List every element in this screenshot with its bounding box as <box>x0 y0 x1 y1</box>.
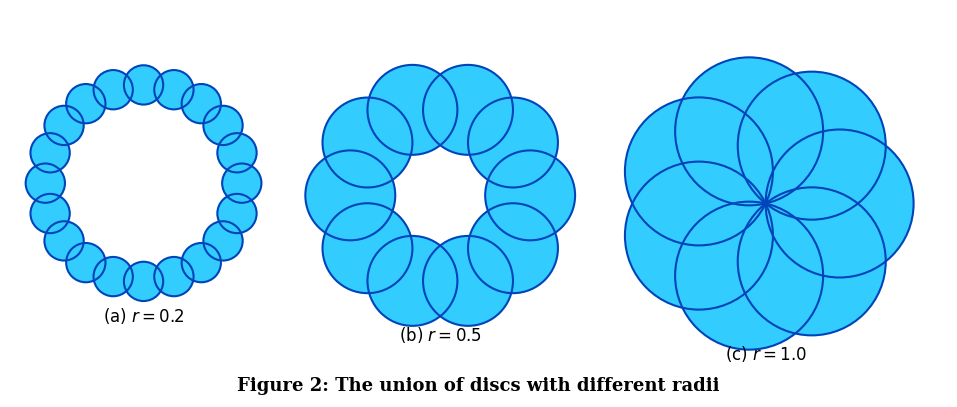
Text: (a) $r = 0.2$: (a) $r = 0.2$ <box>102 306 185 326</box>
Circle shape <box>204 221 243 260</box>
Circle shape <box>323 203 412 293</box>
Circle shape <box>204 106 243 145</box>
Circle shape <box>423 236 513 326</box>
Circle shape <box>31 194 70 233</box>
Circle shape <box>305 151 395 240</box>
Circle shape <box>738 187 886 335</box>
Circle shape <box>738 72 886 220</box>
Circle shape <box>217 133 256 173</box>
Text: (c) $r = 1.0$: (c) $r = 1.0$ <box>724 344 807 363</box>
Circle shape <box>44 221 83 260</box>
Circle shape <box>94 70 133 109</box>
Circle shape <box>66 243 105 282</box>
Circle shape <box>26 164 65 203</box>
Circle shape <box>222 164 261 203</box>
Circle shape <box>367 65 457 155</box>
Circle shape <box>31 133 70 173</box>
Circle shape <box>154 257 193 296</box>
Circle shape <box>625 97 773 245</box>
Circle shape <box>468 203 558 293</box>
Circle shape <box>423 65 513 155</box>
Circle shape <box>485 151 575 240</box>
Circle shape <box>66 84 105 123</box>
Circle shape <box>367 236 457 326</box>
Circle shape <box>625 162 773 310</box>
Circle shape <box>675 57 823 206</box>
Circle shape <box>123 262 164 301</box>
Circle shape <box>323 98 412 188</box>
Circle shape <box>766 129 914 278</box>
Text: (b) $r = 0.5$: (b) $r = 0.5$ <box>399 325 481 345</box>
Circle shape <box>154 70 193 109</box>
Circle shape <box>217 194 256 233</box>
Circle shape <box>182 243 221 282</box>
Circle shape <box>94 257 133 296</box>
Text: Figure 2: The union of discs with different radii: Figure 2: The union of discs with differ… <box>237 377 720 395</box>
Circle shape <box>675 201 823 350</box>
Circle shape <box>182 84 221 123</box>
Circle shape <box>468 98 558 188</box>
Circle shape <box>123 65 164 105</box>
Circle shape <box>44 106 83 145</box>
